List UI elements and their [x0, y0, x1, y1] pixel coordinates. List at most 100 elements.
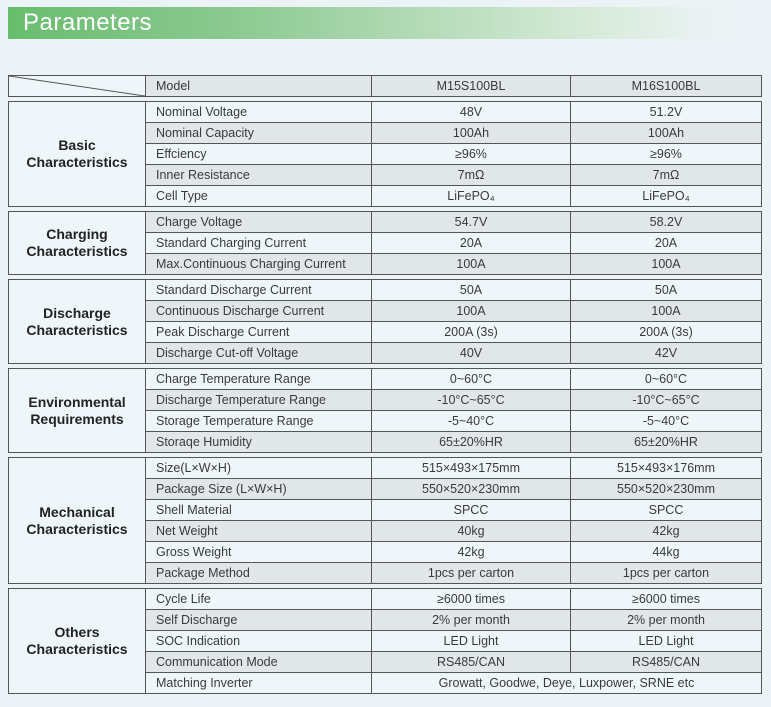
- param-value-m15: -10°C~65°C: [372, 390, 571, 410]
- param-value-m15: -5~40°C: [372, 411, 571, 431]
- param-value-m15: 42kg: [372, 542, 571, 562]
- param-label: Cycle Life: [146, 589, 372, 609]
- param-value-m16: 65±20%HR: [571, 432, 761, 452]
- table-row: Nominal Voltage 48V 51.2V: [146, 102, 761, 123]
- param-label: Inner Resistance: [146, 165, 372, 185]
- param-value-m15: 2% per month: [372, 610, 571, 630]
- param-value-m16: ≥6000 times: [571, 589, 761, 609]
- param-value-m15: 40V: [372, 343, 571, 363]
- table-row: Model M15S100BL M16S100BL: [146, 76, 761, 96]
- param-label: Nominal Capacity: [146, 123, 372, 143]
- section-title-others-characteristics: Others Characteristics: [9, 589, 146, 693]
- param-value-m16: 7mΩ: [571, 165, 761, 185]
- table-row: Matching Inverter Growatt, Goodwe, Deye, …: [146, 673, 761, 693]
- param-value-m16: 550×520×230mm: [571, 479, 761, 499]
- diagonal-line: [9, 76, 145, 96]
- section-basic-characteristics: Basic Characteristics Nominal Voltage 48V 5…: [8, 101, 762, 207]
- param-value-m16: 515×493×176mm: [571, 458, 761, 478]
- param-label: Net Weight: [146, 521, 372, 541]
- section-title-basic-characteristics: Basic Characteristics: [9, 102, 146, 206]
- param-value-m16: LiFePO₄: [571, 186, 761, 206]
- param-label: Shell Material: [146, 500, 372, 520]
- param-value-m16: -10°C~65°C: [571, 390, 761, 410]
- section-environmental-requirements: Environmental Requirements Charge Tempera…: [8, 368, 762, 453]
- table-header-row: Model M15S100BL M16S100BL: [8, 75, 762, 97]
- param-label: Communication Mode: [146, 652, 372, 672]
- param-value-m16: 42kg: [571, 521, 761, 541]
- param-label: Peak Discharge Current: [146, 322, 372, 342]
- param-value-m15: 54.7V: [372, 212, 571, 232]
- param-label: Package Size (L×W×H): [146, 479, 372, 499]
- param-value-m16: LED Light: [571, 631, 761, 651]
- table-row: Charge Temperature Range 0~60°C 0~60°C: [146, 369, 761, 390]
- param-value-m16: 44kg: [571, 542, 761, 562]
- param-value-m15: LiFePO₄: [372, 186, 571, 206]
- param-label: Discharge Temperature Range: [146, 390, 372, 410]
- param-value-m15: 7mΩ: [372, 165, 571, 185]
- param-value-m16: 1pcs per carton: [571, 563, 761, 583]
- param-value-m15: 0~60°C: [372, 369, 571, 389]
- table-row: SOC Indication LED Light LED Light: [146, 631, 761, 652]
- param-label: Discharge Cut-off Voltage: [146, 343, 372, 363]
- table-row: Storage Temperature Range -5~40°C -5~40°C: [146, 411, 761, 432]
- param-value-m16: 100A: [571, 301, 761, 321]
- table-row: Package Size (L×W×H) 550×520×230mm 550×520…: [146, 479, 761, 500]
- table-row: Cell Type LiFePO₄ LiFePO₄: [146, 186, 761, 206]
- section-others-characteristics: Others Characteristics Cycle Life ≥6000 ti…: [8, 588, 762, 694]
- param-label: Max.Continuous Charging Current: [146, 254, 372, 274]
- param-value-m16: 50A: [571, 280, 761, 300]
- table-row: Package Method 1pcs per carton 1pcs per ca…: [146, 563, 761, 583]
- param-label: Size(L×W×H): [146, 458, 372, 478]
- table-row: Continuous Discharge Current 100A 100A: [146, 301, 761, 322]
- param-label: Cell Type: [146, 186, 372, 206]
- section-discharge-characteristics: Discharge Characteristics Standard Discha…: [8, 279, 762, 364]
- param-value-m15: 515×493×175mm: [372, 458, 571, 478]
- param-value-m16: RS485/CAN: [571, 652, 761, 672]
- param-value-m16: 58.2V: [571, 212, 761, 232]
- page-title: Parameters: [23, 9, 153, 36]
- param-value-m15: 550×520×230mm: [372, 479, 571, 499]
- param-label: Gross Weight: [146, 542, 372, 562]
- table-sections: Basic Characteristics Nominal Voltage 48V 5…: [8, 101, 762, 694]
- table-row: Standard Charging Current 20A 20A: [146, 233, 761, 254]
- param-label: Matching Inverter: [146, 673, 372, 693]
- param-value-m15: ≥96%: [372, 144, 571, 164]
- param-value-m16: SPCC: [571, 500, 761, 520]
- parameters-table: Model M15S100BL M16S100BL Basic Characte…: [8, 75, 762, 694]
- table-row: Inner Resistance 7mΩ 7mΩ: [146, 165, 761, 186]
- param-value-m16: ≥96%: [571, 144, 761, 164]
- section-title-environmental-requirements: Environmental Requirements: [9, 369, 146, 452]
- param-value-m16: 200A (3s): [571, 322, 761, 342]
- param-label: Storage Temperature Range: [146, 411, 372, 431]
- param-value-m15: 100A: [372, 301, 571, 321]
- param-value-m15: 1pcs per carton: [372, 563, 571, 583]
- param-value-m15: 48V: [372, 102, 571, 122]
- param-value-m16: 100A: [571, 254, 761, 274]
- param-value-m16: 51.2V: [571, 102, 761, 122]
- param-value-m15: LED Light: [372, 631, 571, 651]
- table-row: Shell Material SPCC SPCC: [146, 500, 761, 521]
- param-value-m15: 50A: [372, 280, 571, 300]
- param-label: Nominal Voltage: [146, 102, 372, 122]
- param-value-m16: 100Ah: [571, 123, 761, 143]
- param-value-m15: ≥6000 times: [372, 589, 571, 609]
- param-value-m15: 20A: [372, 233, 571, 253]
- table-row: Self Discharge 2% per month 2% per month: [146, 610, 761, 631]
- param-value-m15: 65±20%HR: [372, 432, 571, 452]
- param-label: Self Discharge: [146, 610, 372, 630]
- section-mechanical-characteristics: Mechanical Characteristics Size(L×W×H) 515…: [8, 457, 762, 584]
- param-value-m16: -5~40°C: [571, 411, 761, 431]
- param-value-m15: 40kg: [372, 521, 571, 541]
- param-label: Effciency: [146, 144, 372, 164]
- param-value-span: Growatt, Goodwe, Deye, Luxpower, SRNE et…: [372, 673, 761, 693]
- table-row: Nominal Capacity 100Ah 100Ah: [146, 123, 761, 144]
- param-label: Charge Temperature Range: [146, 369, 372, 389]
- param-value-m15: 100A: [372, 254, 571, 274]
- model-label-cell: Model: [146, 76, 372, 96]
- model-m16-cell: M16S100BL: [571, 76, 761, 96]
- param-value-m16: 42V: [571, 343, 761, 363]
- param-label: Charge Voltage: [146, 212, 372, 232]
- model-m15-cell: M15S100BL: [372, 76, 571, 96]
- section-title-discharge-characteristics: Discharge Characteristics: [9, 280, 146, 363]
- param-label: Standard Charging Current: [146, 233, 372, 253]
